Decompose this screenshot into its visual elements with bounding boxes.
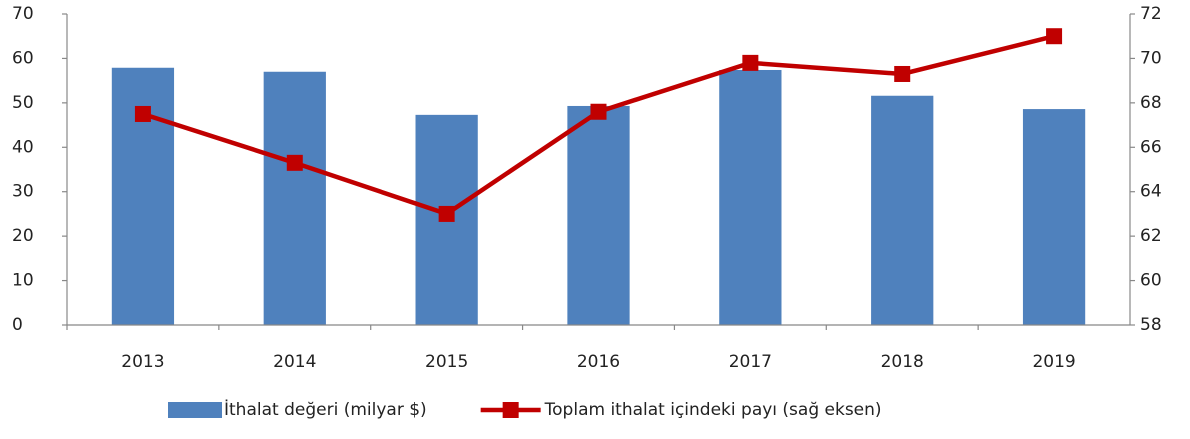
y2-tick-label: 68 [1140, 93, 1162, 113]
marker [742, 54, 759, 71]
marker [134, 105, 151, 122]
legend-swatch [168, 402, 222, 418]
x-tick-label: 2019 [1032, 352, 1075, 372]
y-tick-label: 10 [12, 271, 34, 291]
y-tick-label: 70 [12, 4, 34, 24]
y2-tick-label: 72 [1140, 4, 1162, 24]
y2-tick-label: 64 [1140, 182, 1162, 202]
y2-tick-label: 66 [1140, 137, 1162, 157]
y-tick-label: 20 [12, 226, 34, 246]
legend-swatch [502, 402, 519, 418]
y-tick-label: 60 [12, 48, 34, 68]
marker [1046, 28, 1063, 45]
y2-tick-label: 58 [1140, 315, 1162, 335]
marker [286, 154, 303, 171]
marker [894, 65, 911, 82]
legend-label: İthalat değeri (milyar $) [224, 399, 427, 420]
bar [263, 71, 326, 325]
x-tick-label: 2017 [729, 352, 772, 372]
x-tick-label: 2015 [425, 352, 468, 372]
bar [1022, 109, 1086, 325]
x-tick-label: 2016 [577, 352, 620, 372]
y-tick-label: 50 [12, 93, 34, 113]
y2-tick-label: 62 [1140, 226, 1162, 246]
marker [590, 103, 607, 120]
x-tick-label: 2018 [881, 352, 924, 372]
y-tick-label: 0 [12, 315, 23, 335]
x-tick-label: 2014 [273, 352, 316, 372]
bar [719, 69, 782, 325]
y2-tick-label: 60 [1140, 271, 1162, 291]
bar [871, 95, 934, 326]
marker [438, 205, 455, 222]
x-tick-label: 2013 [121, 352, 164, 372]
y-tick-label: 40 [12, 137, 34, 157]
y2-tick-label: 70 [1140, 48, 1162, 68]
y-tick-label: 30 [12, 182, 34, 202]
legend-label: Toplam ithalat içindeki payı (sağ eksen) [544, 400, 882, 420]
bar [567, 105, 630, 326]
